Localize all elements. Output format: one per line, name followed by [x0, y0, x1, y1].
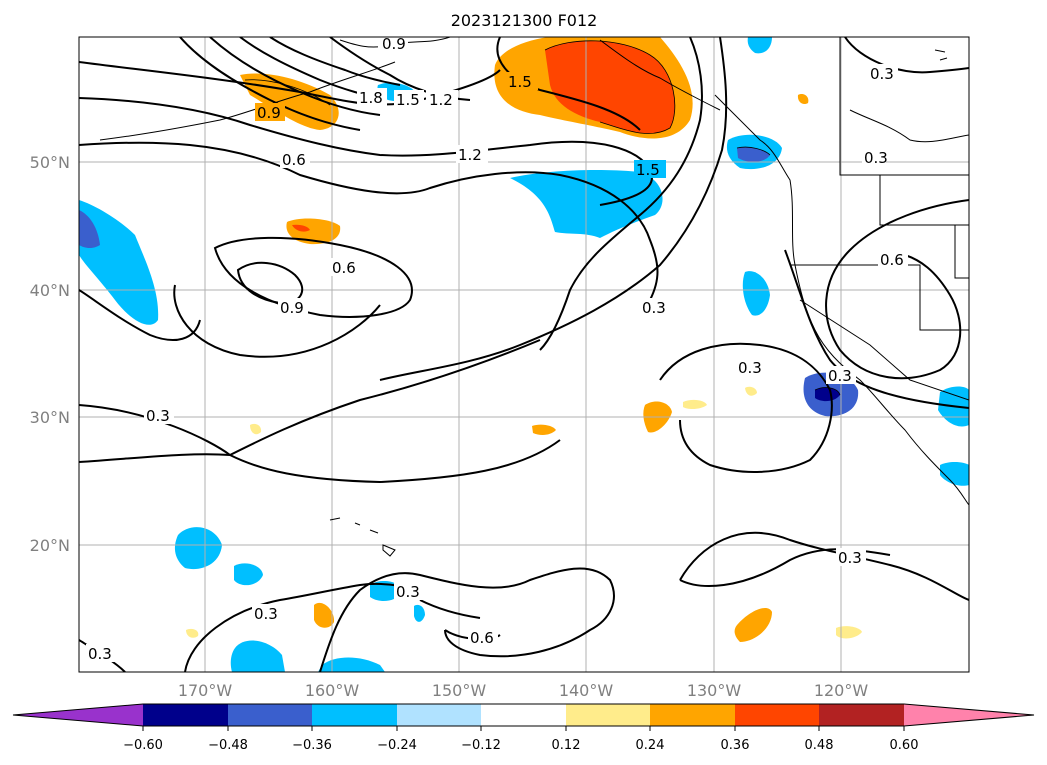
negative-anomaly-region [742, 271, 770, 316]
negative-anomaly-region [79, 200, 159, 325]
contour-label: 0.3 [828, 367, 852, 385]
contour-label: 0.3 [864, 149, 888, 167]
negative-anomaly-region [234, 563, 263, 586]
lat-label: 30°N [30, 408, 70, 427]
contour-label: 0.3 [870, 65, 894, 83]
contour-label: 0.3 [396, 583, 420, 601]
contour-label: 0.9 [382, 35, 406, 53]
map-area: 0.9 1.2 1.5 1.8 1.5 1.2 1.5 0.9 0.6 0.6 … [79, 35, 969, 672]
positive-anomaly-region [250, 423, 262, 435]
negative-anomaly-core [815, 387, 840, 402]
colorbar-segment [650, 704, 735, 726]
negative-anomaly-region [230, 640, 285, 672]
lat-label: 20°N [30, 536, 70, 555]
negative-anomaly-core [79, 210, 100, 249]
colorbar-segment [819, 704, 904, 726]
graticule [79, 37, 969, 672]
positive-anomaly-region [532, 424, 556, 435]
colorbar-segment [228, 704, 312, 726]
positive-anomaly-region [314, 602, 335, 628]
colorbar-segment [481, 704, 566, 726]
shading-outlines [244, 40, 841, 396]
colorbar-segment [566, 704, 650, 726]
contour-label: 0.9 [257, 104, 281, 122]
lat-label: 40°N [30, 281, 70, 300]
colorbar-segment [312, 704, 397, 726]
contour-label: 0.3 [146, 407, 170, 425]
colorbar-extend-low [13, 704, 143, 726]
contour-label: 1.2 [429, 91, 453, 109]
contour-label: 0.9 [280, 299, 304, 317]
contour-label: 0.3 [254, 605, 278, 623]
colorbar-tick-label: −0.48 [208, 738, 248, 753]
lon-label: 150°W [432, 681, 487, 700]
contour-label: 0.3 [838, 549, 862, 567]
lon-label: 140°W [559, 681, 614, 700]
positive-anomaly-core [292, 224, 310, 232]
contour-label: 0.3 [88, 645, 112, 663]
contour-label: 0.3 [738, 359, 762, 377]
negative-anomaly-region [940, 461, 969, 486]
contour-label: 0.6 [470, 629, 494, 647]
contour-label: 0.6 [880, 251, 904, 269]
colorbar-tick-label: 0.12 [552, 738, 581, 753]
lon-label: 130°W [687, 681, 742, 700]
positive-anomaly-core [545, 40, 675, 134]
positive-anomaly-region [797, 93, 809, 105]
lat-label: 50°N [30, 153, 70, 172]
contour-label: 0.6 [332, 259, 356, 277]
contour-label: 1.5 [396, 91, 420, 109]
colorbar-segment [397, 704, 481, 726]
positive-anomaly-region [745, 386, 757, 396]
positive-anomaly-region [186, 628, 199, 638]
lon-label: 120°W [814, 681, 869, 700]
colorbar-tick-label: −0.60 [123, 738, 163, 753]
colorbar-segment [735, 704, 819, 726]
colorbar-tick-label: −0.24 [377, 738, 417, 753]
colorbar-extend-high [904, 704, 1034, 726]
positive-anomaly-region [240, 73, 339, 130]
contour-label: 1.5 [508, 73, 532, 91]
map-title: 2023121300 F012 [451, 11, 598, 30]
contour-label: 0.3 [642, 299, 666, 317]
colorbar-tick-label: −0.36 [292, 738, 332, 753]
positive-anomaly-region [836, 626, 862, 639]
lon-label: 170°W [178, 681, 233, 700]
latitude-labels: 50°N 40°N 30°N 20°N [30, 153, 70, 555]
contour-label: 1.2 [458, 146, 482, 164]
colorbar-tick-label: 0.36 [721, 738, 750, 753]
negative-anomaly-region [174, 527, 222, 570]
lon-label: 160°W [305, 681, 360, 700]
negative-anomaly-region [747, 37, 772, 54]
colorbar-tick-label: 0.48 [805, 738, 834, 753]
contour-label: 1.5 [636, 161, 660, 179]
positive-anomaly-region [734, 608, 772, 642]
coastlines [99, 37, 969, 557]
colorbar-segment [143, 704, 228, 726]
map-frame [78, 36, 970, 673]
negative-anomaly-core [737, 147, 770, 162]
longitude-labels: 170°W 160°W 150°W 140°W 130°W 120°W [178, 681, 869, 700]
contour-label: 1.8 [359, 89, 383, 107]
colorbar-tick-label: 0.24 [636, 738, 665, 753]
colorbar-tick-label: 0.60 [890, 738, 919, 753]
colorbar: −0.60 −0.48 −0.36 −0.24 −0.12 0.12 0.24 … [12, 703, 1035, 753]
negative-anomaly-region [318, 657, 385, 672]
contour-label: 0.6 [282, 151, 306, 169]
positive-anomaly-region [286, 218, 341, 245]
colorbar-tick-label: −0.12 [461, 738, 501, 753]
negative-anomaly-region [414, 604, 425, 622]
positive-anomaly-region [683, 399, 707, 410]
contour-label-group: 0.9 1.2 1.5 1.8 1.5 1.2 1.5 0.9 0.6 0.6 … [86, 35, 908, 663]
colorbar-ticks [142, 726, 905, 731]
